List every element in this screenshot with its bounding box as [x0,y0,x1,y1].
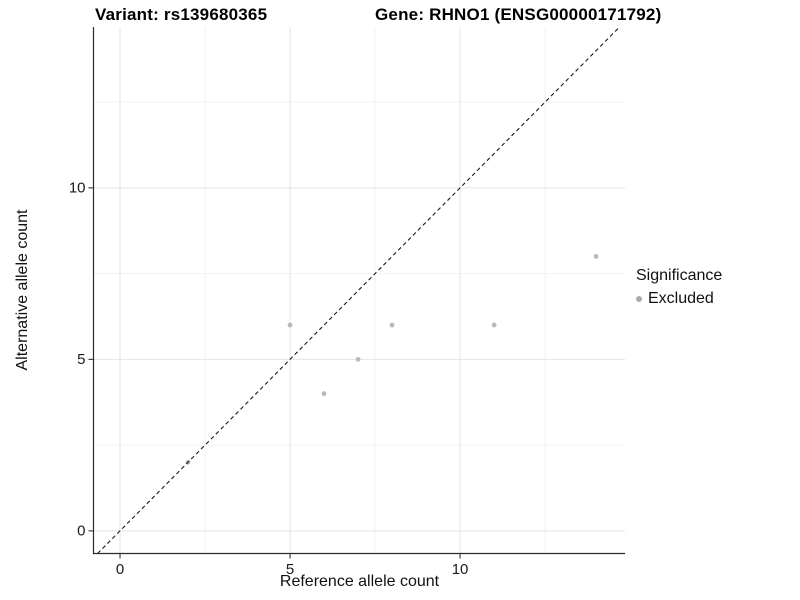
variant-title: Variant: rs139680365 [95,5,268,24]
y-tick-label: 0 [77,522,85,539]
x-axis-title: Reference allele count [279,573,440,590]
y-tick-label: 5 [77,351,85,368]
identity-line [97,26,620,554]
x-tick-label: 10 [452,561,469,578]
gene-title: Gene: RHNO1 (ENSG00000171792) [375,5,662,24]
y-tick-label: 10 [69,179,86,196]
data-point [321,391,327,397]
data-point [593,254,599,259]
legend-key-dot-icon [636,296,642,302]
y-axis-title: Alternative allele count [14,209,31,371]
x-tick-label: 0 [116,561,124,578]
x-tick-label: 5 [286,561,294,578]
legend-title: Significance [636,267,723,284]
data-point [491,322,497,328]
data-point [389,322,395,328]
legend: Significance Excluded [636,267,722,308]
data-point [355,356,361,362]
legend-item-excluded: Excluded [636,290,722,308]
data-point [287,322,293,328]
legend-item-label: Excluded [648,290,714,307]
